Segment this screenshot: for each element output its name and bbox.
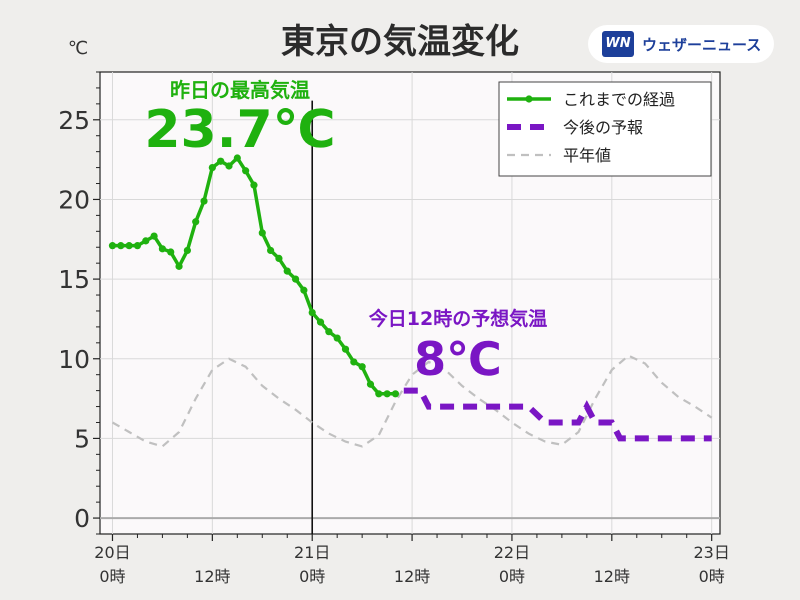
observed-point (250, 181, 258, 189)
observed-point (208, 163, 216, 172)
series-forecast-line (403, 387, 712, 442)
observed-point (258, 229, 266, 237)
y-tick-label: 25 (58, 106, 90, 135)
axis-ticks: 0 5 10 15 20 25 ℃ 20日 0時 12時 21日 0時 12時 22日 0時 12時 23日 0時 (58, 38, 730, 586)
today-noon-label: 今日12時の予想気温 (368, 307, 547, 330)
observed-point (242, 167, 250, 175)
yesterday-max-label: 昨日の最高気温 (170, 78, 310, 102)
y-tick-label: 0 (74, 504, 90, 533)
observed-point (200, 197, 208, 205)
x-tick-label-day: 22日 (494, 543, 530, 562)
series-normal-line (111, 354, 713, 448)
y-tick-label: 20 (58, 185, 90, 214)
x-tick-label-hour: 0時 (299, 567, 325, 586)
observed-point (308, 308, 316, 317)
observed-point (291, 275, 300, 283)
x-tick-label-hour: 0時 (99, 567, 125, 586)
observed-point (192, 218, 200, 226)
series-layer (108, 154, 713, 448)
zero-line (100, 100, 720, 534)
x-tick-label-hour: 0時 (699, 567, 725, 586)
observed-point (350, 358, 358, 366)
observed-point (117, 242, 125, 250)
x-tick-label-day: 21日 (294, 543, 330, 562)
y-tick-label: 5 (74, 424, 90, 453)
observed-point (158, 245, 167, 253)
observed-point (142, 237, 150, 245)
legend-marker-observed (525, 95, 533, 103)
x-tick-label-hour: 0時 (499, 567, 525, 586)
y-tick-label: 10 (58, 345, 90, 374)
x-tick-label-day: 20日 (94, 543, 130, 562)
observed-point (150, 232, 158, 240)
x-tick-label-hour: 12時 (194, 567, 230, 586)
observed-point (341, 345, 350, 353)
observed-point (375, 390, 383, 398)
y-unit-label: ℃ (68, 38, 88, 59)
observed-point (225, 162, 233, 170)
observed-point (167, 248, 175, 256)
observed-point (358, 363, 366, 371)
observed-point (325, 328, 333, 336)
legend-label: これまでの経過 (563, 90, 675, 109)
wn-logo-icon: WN (602, 31, 634, 57)
today-noon-value: 8℃ (414, 332, 502, 386)
observed-point (217, 157, 225, 165)
y-tick-label: 15 (58, 265, 90, 294)
observed-point (333, 334, 341, 342)
yesterday-max-value: 23.7℃ (144, 100, 335, 160)
observed-point (267, 246, 275, 255)
logo-text: ウェザーニュース (642, 36, 762, 54)
observed-point (233, 154, 241, 162)
observed-point (108, 242, 117, 250)
observed-point (283, 267, 291, 275)
x-tick-label-hour: 12時 (594, 567, 630, 586)
legend-label: 平年値 (563, 146, 611, 165)
observed-point (383, 390, 391, 398)
observed-point (175, 262, 183, 270)
observed-point (391, 390, 400, 398)
observed-point (125, 242, 133, 250)
x-tick-label-hour: 12時 (394, 567, 430, 586)
observed-point (366, 380, 375, 388)
legend-label: 今後の予報 (563, 118, 643, 137)
observed-point (300, 286, 308, 294)
observed-point (133, 242, 142, 250)
x-tick-label-day: 23日 (693, 543, 729, 562)
observed-point (183, 246, 191, 255)
observed-point (275, 254, 283, 262)
observed-point (316, 318, 325, 326)
page-title: 東京の気温変化 (281, 22, 519, 62)
weathernews-logo: WN ウェザーニュース (588, 25, 774, 63)
